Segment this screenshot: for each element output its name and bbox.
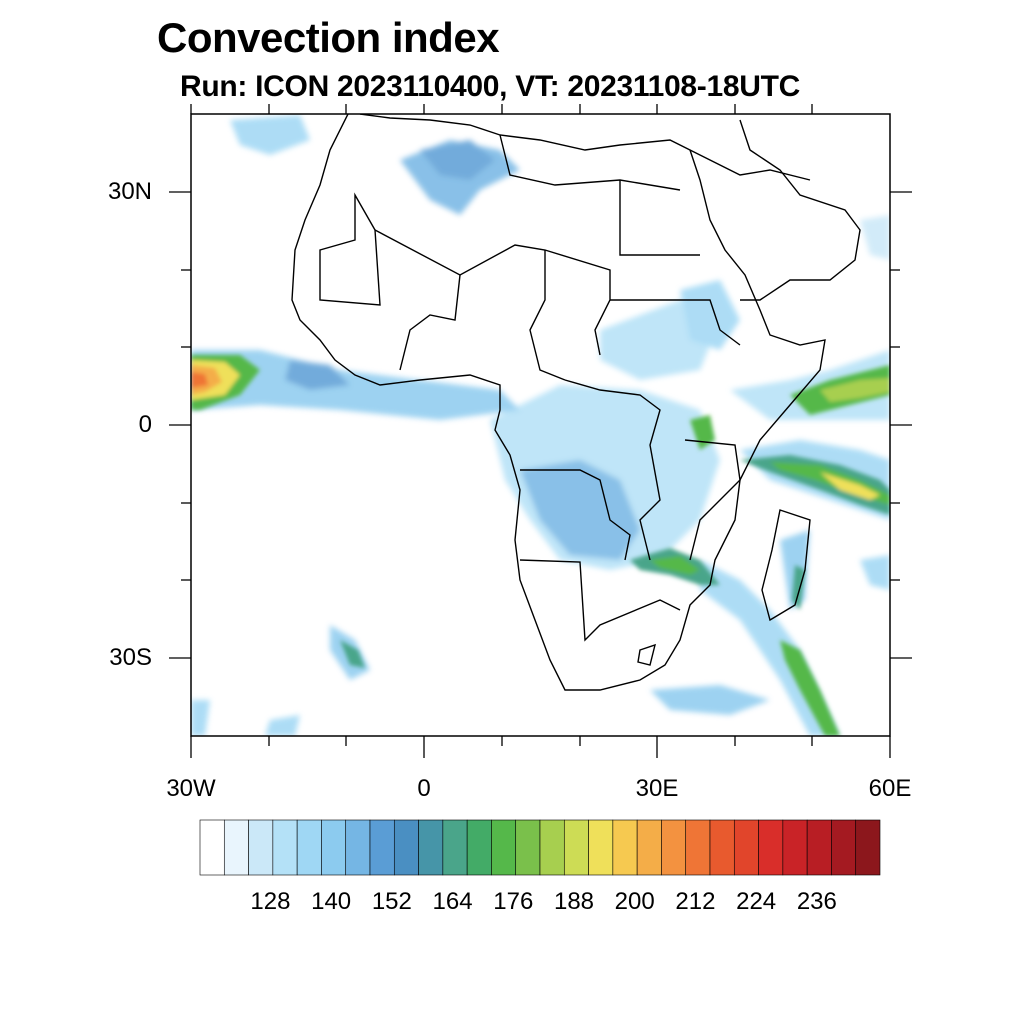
convection-field [191, 115, 890, 736]
coastlines [291, 114, 861, 691]
colorbar-swatch [661, 819, 687, 876]
colorbar-swatch [515, 819, 541, 876]
colorbar-swatch [272, 819, 298, 876]
lon-label-30e: 30E [635, 775, 679, 802]
colorbar-swatch [636, 819, 662, 876]
colorbar-swatch [855, 819, 881, 876]
colorbar-tick-label: 200 [614, 888, 655, 915]
axis-ticks [169, 104, 912, 758]
east-african-band [690, 415, 715, 450]
colorbar-tick-label: 176 [493, 888, 534, 915]
colorbar-swatch [223, 819, 249, 876]
colorbar-swatch [758, 819, 784, 876]
colorbar-swatch [563, 819, 589, 876]
colorbar-tick-label: 152 [371, 888, 412, 915]
colorbar-swatch [248, 819, 274, 876]
colorbar-tick-label: 140 [311, 888, 352, 915]
colorbar-swatch [321, 819, 347, 876]
colorbar-swatch [393, 819, 419, 876]
colorbar-swatch [199, 819, 225, 876]
colorbar-swatch [709, 819, 735, 876]
colorbar-tick-label: 212 [675, 888, 716, 915]
colorbar-swatch [296, 819, 322, 876]
colorbar-swatch [491, 819, 517, 876]
lon-label-60e: 60E [868, 775, 912, 802]
page-title: Convection index [157, 14, 500, 61]
colorbar-swatch [612, 819, 638, 876]
colorbar-swatch [418, 819, 444, 876]
colorbar-swatch [685, 819, 711, 876]
colorbar-swatch [782, 819, 808, 876]
colorbar-tick-label: 224 [736, 888, 777, 915]
colorbar-swatch [345, 819, 371, 876]
colorbar [199, 819, 881, 876]
lat-label-0: 0 [138, 411, 152, 438]
colorbar-tick-label: 188 [553, 888, 595, 915]
colorbar-tick-label: 164 [432, 888, 473, 915]
colorbar-tick-label: 128 [250, 888, 291, 915]
colorbar-swatch [466, 819, 492, 876]
colorbar-swatch [831, 819, 857, 876]
run-subtitle: Run: ICON 2023110400, VT: 20231108-18UTC [180, 70, 801, 103]
lat-label-30n: 30N [107, 178, 152, 205]
colorbar-tick-label: 236 [796, 888, 837, 915]
lat-label-30s: 30S [109, 644, 152, 671]
colorbar-swatch [369, 819, 395, 876]
colorbar-swatch [588, 819, 614, 876]
colorbar-swatch [733, 819, 759, 876]
lon-label-30w: 30W [166, 775, 216, 802]
colorbar-swatch [806, 819, 832, 876]
colorbar-swatch [539, 819, 565, 876]
indian-ocean-band-south [740, 455, 890, 515]
lon-label-0: 0 [417, 775, 431, 802]
colorbar-swatch [442, 819, 468, 876]
